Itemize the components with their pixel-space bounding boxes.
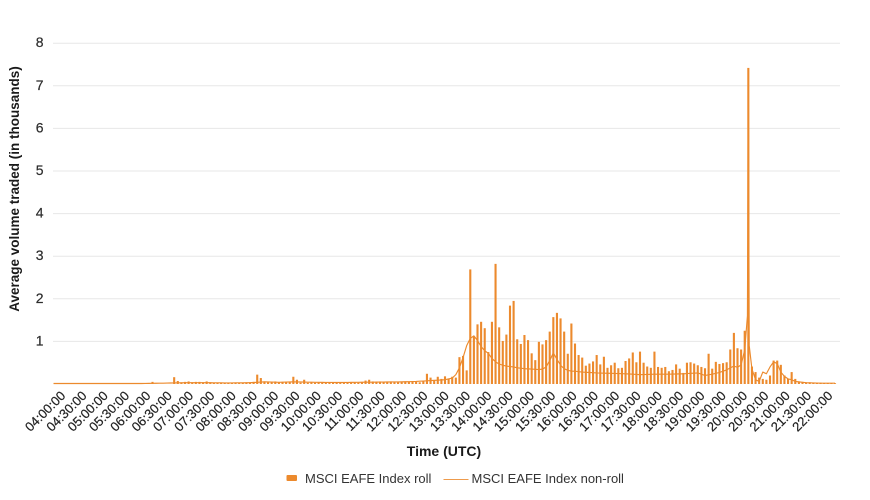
svg-text:8: 8 [36, 34, 44, 50]
svg-text:4: 4 [36, 205, 44, 221]
svg-text:7: 7 [36, 77, 44, 93]
svg-text:5: 5 [36, 162, 44, 178]
svg-text:Average volume traded (in thou: Average volume traded (in thousands) [7, 66, 22, 312]
svg-text:MSCI EAFE Index non-roll: MSCI EAFE Index non-roll [472, 471, 625, 486]
svg-text:Time (UTC): Time (UTC) [407, 443, 481, 459]
svg-text:2: 2 [36, 290, 44, 306]
svg-text:1: 1 [36, 332, 44, 348]
svg-text:6: 6 [36, 119, 44, 135]
svg-text:MSCI EAFE Index roll: MSCI EAFE Index roll [305, 471, 432, 486]
svg-text:3: 3 [36, 247, 44, 263]
